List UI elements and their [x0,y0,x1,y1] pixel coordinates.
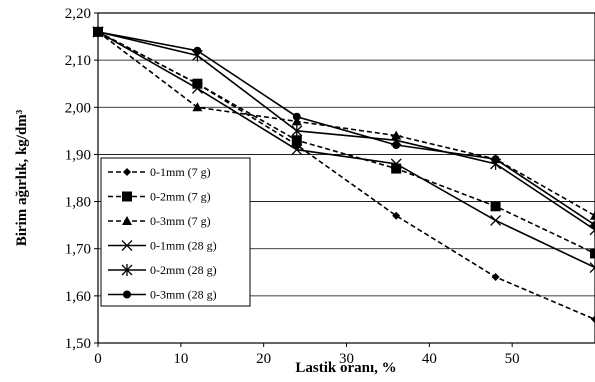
legend-marker [123,290,131,299]
legend-label: 0-3mm (28 g) [150,288,217,302]
data-point [390,158,402,170]
y-tick-label: 1,60 [65,289,91,305]
series-line [97,31,595,226]
legend-marker [122,216,132,225]
legend-marker [122,191,132,202]
legend-item: 0-1mm (28 g) [108,239,217,253]
data-point [491,155,500,164]
data-point [192,102,203,112]
y-tick-label: 1,50 [65,336,91,352]
x-axis-title: Lastik oranı, % [295,360,396,376]
legend-label: 0-1mm (28 g) [150,239,217,253]
legend-items: 0-1mm (7 g) 0-2mm (7 g) 0-3mm (7 g) 0-1mm (… [108,165,217,302]
legend-item: 0-3mm (7 g) [108,214,211,228]
data-point [589,262,595,274]
legend-item: 0-3mm (28 g) [108,288,217,302]
data-point [291,116,302,126]
y-axis-title: Birim ağırlık, kg/dm³ [14,109,30,246]
y-tick-label: 1,70 [65,242,91,258]
x-tick-label: 10 [173,351,188,367]
series-line [97,31,595,269]
series-6 [94,27,595,230]
legend-item: 0-1mm (7 g) [108,165,211,179]
legend-item: 0-2mm (7 g) [108,190,211,204]
data-point [193,46,202,55]
x-tick-label: 40 [422,351,437,367]
y-tick-label: 2,10 [65,53,91,69]
x-tick-label: 30 [339,351,354,367]
series-line [97,31,595,321]
data-point [392,141,401,149]
data-point [392,211,401,220]
data-point [591,221,595,230]
legend-item: 0-2mm (28 g) [108,263,217,277]
data-point [590,248,595,259]
data-point [291,135,302,146]
legend-label: 0-3mm (7 g) [150,214,211,228]
data-point [192,78,203,89]
x-tick-label: 0 [94,351,102,367]
y-tick-label: 2,00 [65,100,91,116]
legend-marker [121,240,133,251]
legend-label: 0-2mm (28 g) [150,263,217,277]
data-point [591,315,595,324]
data-point [291,124,303,137]
data-point [291,144,303,156]
data-point [490,214,502,226]
legend-marker [121,264,133,276]
data-point [191,82,203,94]
y-axis-ticks: 1,50 1,60 1,70 1,80 1,90 2,00 2,10 2,20 [65,6,98,352]
data-point [292,112,301,121]
legend-label: 0-2mm (7 g) [150,190,211,204]
y-tick-label: 2,20 [65,6,91,22]
x-axis-ticks: 0 10 20 30 40 50 [94,343,520,367]
legend-box [100,157,251,307]
series-line [97,31,595,231]
y-tick-label: 1,80 [65,195,91,211]
data-point [491,273,500,281]
legend-marker [123,168,131,176]
y-tick-label: 1,90 [65,147,91,163]
data-point [490,201,501,212]
legend: 0-1mm (7 g) 0-2mm (7 g) 0-3mm (7 g) 0-1mm (… [100,157,251,307]
legend-label: 0-1mm (7 g) [150,165,211,179]
plot-series [92,25,595,324]
data-point [590,210,595,220]
x-tick-label: 50 [505,351,520,367]
x-tick-label: 20 [256,351,271,367]
data-point [391,163,402,174]
series-line [97,31,595,217]
